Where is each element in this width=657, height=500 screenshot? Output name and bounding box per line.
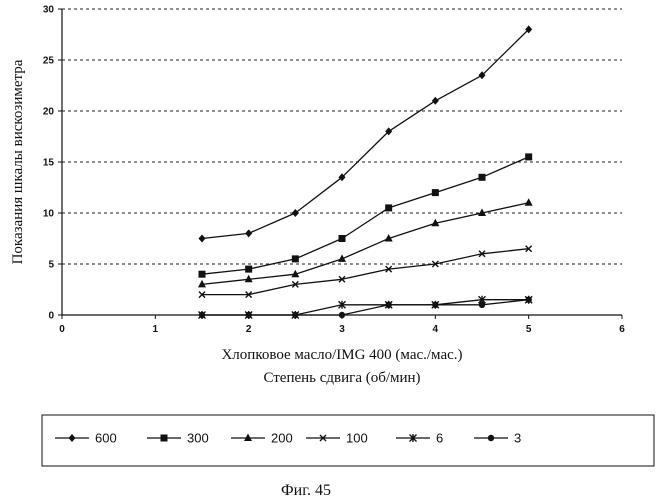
series-600 — [198, 25, 533, 243]
y-tick-label: 25 — [43, 56, 55, 67]
series-100 — [198, 245, 533, 299]
series-3 — [198, 296, 532, 319]
grid-lines — [62, 8, 622, 265]
x-tick-label: 4 — [433, 324, 439, 335]
data-point — [245, 229, 253, 238]
y-tick-label: 0 — [48, 311, 54, 322]
data-point — [524, 198, 533, 206]
legend-marker — [487, 434, 495, 442]
data-point — [431, 96, 439, 105]
legend-label: 300 — [187, 431, 209, 446]
y-tick-label: 5 — [48, 260, 54, 271]
y-axis-title: Показания шкалы вискозиметра — [10, 59, 26, 264]
legend-marker — [244, 433, 252, 441]
data-point — [525, 153, 533, 161]
y-tick-label: 30 — [43, 5, 55, 16]
data-point — [291, 209, 299, 217]
legend-label: 200 — [271, 431, 293, 446]
data-point — [338, 173, 346, 182]
legend-marker — [409, 434, 417, 442]
data-point — [478, 250, 486, 258]
figure-caption: Фиг. 45 — [281, 482, 331, 499]
data-point — [338, 275, 346, 283]
data-point — [292, 311, 299, 319]
legend-label: 6 — [436, 431, 443, 446]
legend-item-100: 100 — [306, 431, 368, 446]
data-point — [198, 311, 206, 319]
x-tick-label: 6 — [619, 324, 625, 335]
data-point — [432, 301, 439, 308]
y-tick-label: 20 — [43, 107, 55, 118]
data-point — [291, 255, 299, 263]
data-point — [525, 245, 533, 253]
legend-item-600: 600 — [55, 431, 117, 446]
data-point — [525, 296, 532, 303]
data-point — [198, 234, 206, 243]
data-point — [431, 189, 439, 197]
x-tick-label: 3 — [339, 324, 345, 335]
data-point — [478, 208, 486, 216]
data-point — [385, 265, 393, 273]
data-point — [244, 274, 253, 283]
x-tick-label: 2 — [246, 324, 252, 335]
data-point — [245, 291, 253, 299]
legend-label: 600 — [95, 431, 117, 446]
data-point — [245, 311, 252, 319]
legend-item-300: 300 — [147, 431, 209, 446]
data-point — [478, 301, 486, 308]
data-point — [478, 173, 486, 181]
series-group — [198, 25, 533, 319]
data-point — [525, 25, 533, 34]
data-point — [198, 270, 206, 278]
series-300 — [198, 153, 533, 278]
data-point — [198, 291, 206, 299]
data-point — [385, 301, 392, 308]
y-tick-label: 15 — [43, 158, 55, 169]
series-200 — [198, 198, 533, 288]
data-point — [384, 234, 393, 242]
y-tick-label: 10 — [43, 209, 55, 220]
legend: 600 300 200 100 6 3 — [55, 431, 521, 446]
data-point — [385, 204, 393, 212]
data-point — [291, 280, 299, 288]
data-point — [291, 269, 300, 278]
legend-marker — [68, 434, 76, 442]
legend-item-200: 200 — [231, 431, 293, 446]
data-point — [431, 218, 440, 227]
data-point — [198, 279, 206, 288]
x-tick-label: 1 — [153, 324, 159, 335]
x-tick-label: 0 — [59, 324, 65, 335]
legend-item-3: 3 — [474, 431, 521, 446]
data-point — [338, 235, 346, 242]
series-line — [202, 299, 529, 316]
legend-label: 100 — [346, 431, 368, 446]
legend-label: 3 — [514, 431, 521, 446]
x-tick-label: 5 — [526, 324, 532, 335]
x-axis-title: Хлопковое масло/IMG 400 (мас./мас.) — [221, 347, 462, 363]
data-point — [245, 265, 253, 273]
series-line — [201, 202, 529, 286]
data-point — [338, 311, 346, 319]
legend-box — [41, 414, 655, 467]
series-line — [202, 248, 529, 296]
legend-marker — [319, 434, 327, 442]
series-line — [201, 28, 530, 240]
data-point — [338, 254, 346, 262]
series-line — [201, 156, 529, 275]
data-point — [431, 260, 439, 268]
legend-marker — [160, 434, 168, 442]
data-point — [338, 300, 346, 309]
legend-item-6: 6 — [396, 431, 443, 446]
tick-labels: 0 5 10 15 20 25 30 0 1 2 3 4 5 6 — [43, 5, 625, 336]
data-point — [478, 71, 486, 80]
data-point — [385, 127, 393, 136]
x-axis-subtitle: Степень сдвига (об/мин) — [263, 370, 420, 386]
axes — [58, 8, 623, 319]
